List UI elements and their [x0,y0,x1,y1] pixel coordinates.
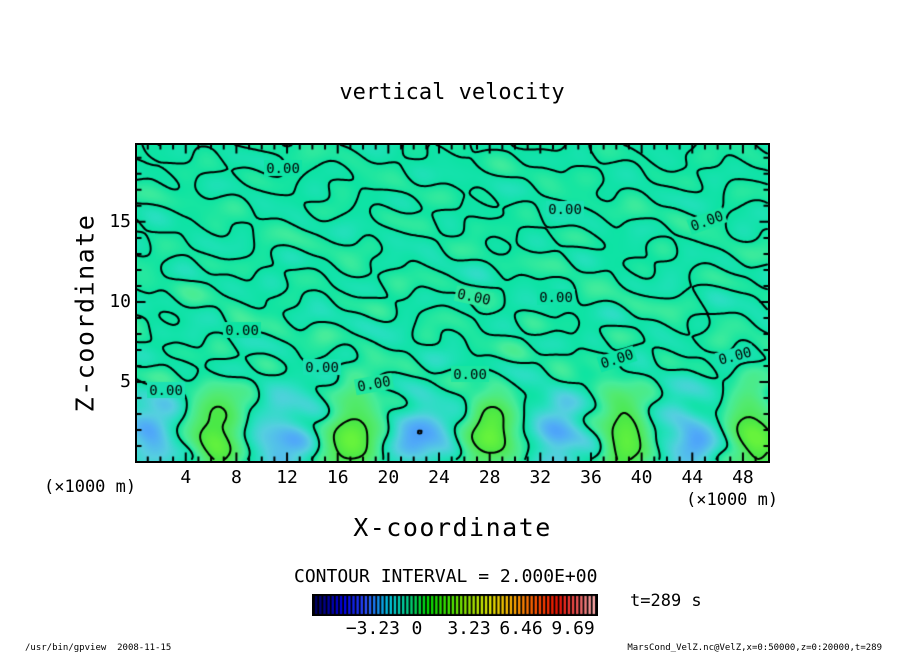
x-tick-label: 8 [230,467,242,488]
x-axis-unit: (×1000 m) [686,490,779,510]
colorbar [312,594,598,616]
x-tick-label: 12 [276,467,298,488]
colorbar-tick-label: −3.23 [345,618,400,639]
x-tick-label: 4 [180,467,192,488]
colorbar-tick-label: 3.23 [447,618,491,639]
x-tick-label: 16 [326,467,349,488]
contour-interval-caption: CONTOUR INTERVAL = 2.000E+00 [294,566,598,587]
contour-plot [135,143,770,463]
y-tick-label: 10 [109,290,131,312]
y-tick-label: 15 [109,210,131,232]
footer-datasource: MarsCond_VelZ.nc@VelZ,x=0:50000,z=0:2000… [627,643,882,653]
x-tick-label: 32 [529,467,552,488]
time-annotation: t=289 s [630,591,702,611]
x-tick-label: 40 [630,467,653,488]
x-tick-label: 28 [478,467,501,488]
colorbar-tick-label: 0 [411,618,423,639]
x-tick-label: 24 [428,467,450,488]
y-tick-label: 5 [120,371,131,392]
colorbar-tick-label: 6.46 [499,618,543,639]
y-axis-unit: (×1000 m) [44,477,137,497]
x-tick-label: 44 [681,467,704,488]
x-tick-label: 36 [580,467,602,488]
plot-title: vertical velocity [339,80,565,105]
colorbar-tick-label: 9.69 [551,618,595,639]
x-axis-label: X-coordinate [353,513,552,542]
x-tick-label: 20 [377,467,400,488]
footer-command: /usr/bin/gpview 2008-11-15 [25,643,172,653]
x-tick-label: 48 [732,467,754,488]
